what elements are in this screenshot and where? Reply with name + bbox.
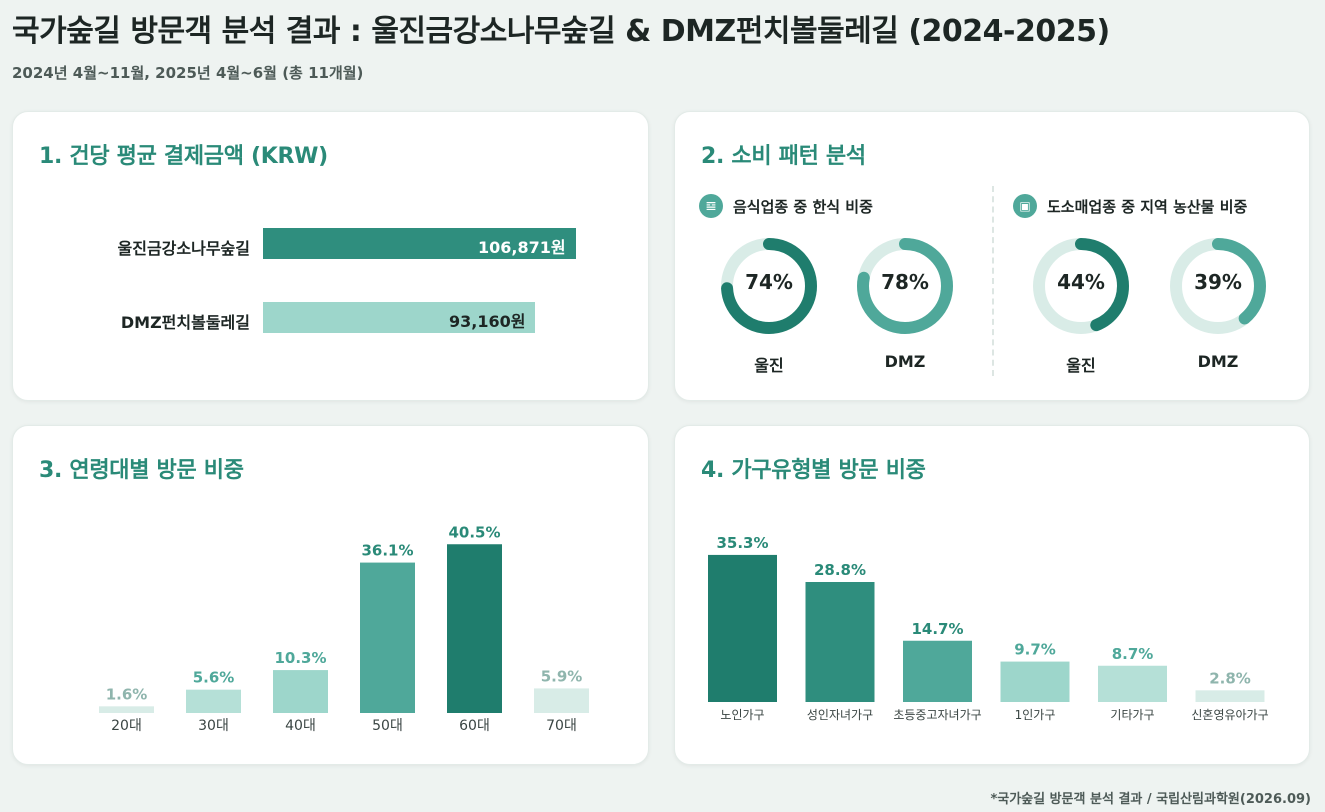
bar-5	[534, 688, 589, 713]
consumption-card: 2. 소비 패턴 분석 𝌏 음식업종 중 한식 비중 ▣ 도소매업종 중 지역 …	[674, 111, 1310, 401]
bar-value-label-2: 14.7%	[911, 620, 963, 638]
category-label-0: 20대	[111, 718, 142, 734]
household-title: 4. 가구유형별 방문 비중	[701, 458, 926, 483]
donut-produce-uljin-label: 울진	[1066, 356, 1096, 375]
page-title: 국가숲길 방문객 분석 결과 : 울진금강소나무숲길 & DMZ펀치볼둘레길 (…	[12, 14, 1110, 49]
donut-produce-uljin-value: 44%	[1057, 270, 1105, 294]
category-label-2: 초등중고자녀가구	[893, 708, 981, 722]
donut-korean-uljin: 74%	[719, 236, 819, 336]
category-label-1: 30대	[198, 718, 229, 734]
bar-2	[273, 670, 328, 713]
hbar-label-dmz: DMZ펀치볼둘레길	[120, 313, 250, 332]
donut-produce-dmz-value: 39%	[1194, 270, 1242, 294]
category-label-3: 1인가구	[1015, 708, 1056, 722]
bar-value-label-0: 35.3%	[716, 534, 768, 552]
household-chart: 35.3% 노인가구 28.8% 성인자녀가구 14.7% 초등중고자녀가구 9.7% 1인가…	[708, 534, 1269, 722]
category-label-5: 70대	[546, 718, 577, 734]
age-title: 3. 연령대별 방문 비중	[39, 458, 244, 483]
korean-food-label: 음식업종 중 한식 비중	[733, 197, 873, 216]
bar-5	[1195, 690, 1265, 702]
local-produce-heading: ▣ 도소매업종 중 지역 농산물 비중	[1013, 194, 1247, 218]
consumption-title: 2. 소비 패턴 분석	[701, 144, 866, 169]
bar-1	[805, 582, 875, 702]
category-label-4: 60대	[459, 718, 490, 734]
age-chart: 1.6% 20대 5.6% 30대 10.3% 40대 36.1% 50대 40.5% 60대 5.…	[99, 523, 589, 734]
local-produce-label: 도소매업종 중 지역 농산물 비중	[1047, 197, 1248, 216]
bar-3	[360, 562, 415, 713]
korean-food-heading: 𝌏 음식업종 중 한식 비중	[699, 194, 873, 218]
bar-0	[708, 554, 777, 702]
bar-value-label-1: 5.6%	[193, 669, 235, 687]
bar-value-label-3: 36.1%	[361, 542, 413, 560]
donut-korean-dmz: 78%	[855, 236, 955, 336]
donut-produce-dmz-label: DMZ	[1197, 352, 1239, 371]
bar-4	[1098, 665, 1167, 702]
hbar-row-dmz: DMZ펀치볼둘레길 93,160원	[13, 302, 650, 336]
category-label-2: 40대	[285, 718, 316, 734]
bar-3	[1000, 661, 1070, 702]
bar-0	[99, 706, 154, 713]
bar-value-label-0: 1.6%	[106, 685, 148, 703]
utensils-icon: 𝌏	[699, 194, 723, 218]
bar-value-label-5: 2.8%	[1209, 669, 1251, 687]
category-label-4: 기타가구	[1110, 708, 1154, 722]
category-label-5: 신혼영유아가구	[1191, 708, 1268, 722]
household-card: 4. 가구유형별 방문 비중 35.3% 노인가구 28.8% 성인자녀가구 14.7%…	[674, 425, 1310, 765]
category-label-1: 성인자녀가구	[807, 708, 873, 722]
avg-payment-title: 1. 건당 평균 결제금액 (KRW)	[39, 144, 328, 169]
hbar-value-dmz: 93,160원	[449, 312, 526, 331]
bar-value-label-2: 10.3%	[274, 649, 326, 667]
hbar-value-uljin: 106,871원	[477, 238, 566, 257]
shopping-bag-icon: ▣	[1013, 194, 1037, 218]
donut-korean-dmz-label: DMZ	[884, 352, 926, 371]
donut-korean-uljin-value: 74%	[745, 270, 793, 294]
bar-1	[186, 689, 241, 713]
hbar-bar-uljin: 106,871원	[263, 228, 576, 259]
bar-value-label-4: 8.7%	[1112, 645, 1154, 663]
hbar-row-uljin: 울진금강소나무숲길 106,871원	[13, 228, 650, 262]
bar-value-label-5: 5.9%	[541, 667, 583, 685]
avg-payment-card: 1. 건당 평균 결제금액 (KRW) 울진금강소나무숲길 106,871원 D…	[12, 111, 649, 401]
source-note: *국가숲길 방문객 분석 결과 / 국립산림과학원(2026.09)	[990, 792, 1311, 807]
age-card: 3. 연령대별 방문 비중 1.6% 20대 5.6% 30대 10.3% 40대 36.1…	[12, 425, 649, 765]
donut-produce-dmz: 39%	[1168, 236, 1268, 336]
bar-2	[903, 640, 972, 702]
divider	[992, 186, 994, 376]
donut-korean-dmz-value: 78%	[881, 270, 929, 294]
bar-value-label-4: 40.5%	[448, 523, 500, 541]
hbar-label-uljin: 울진금강소나무숲길	[117, 239, 250, 258]
bar-4	[447, 544, 502, 713]
donut-produce-uljin: 44%	[1031, 236, 1131, 336]
category-label-3: 50대	[372, 718, 403, 734]
donut-korean-uljin-label: 울진	[754, 356, 784, 375]
bar-value-label-3: 9.7%	[1014, 641, 1056, 659]
page-subtitle: 2024년 4월~11월, 2025년 4월~6월 (총 11개월)	[12, 64, 364, 82]
bar-value-label-1: 28.8%	[814, 561, 866, 579]
hbar-bar-dmz: 93,160원	[263, 302, 536, 333]
category-label-0: 노인가구	[720, 708, 764, 722]
